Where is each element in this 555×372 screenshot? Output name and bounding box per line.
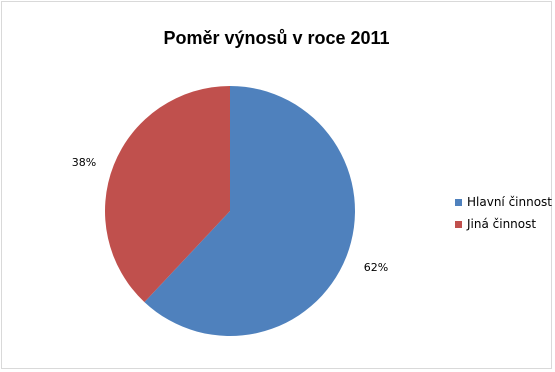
pie-slice-jina: [105, 85, 230, 303]
legend-item-hlavni: Hlavní činnost: [455, 193, 552, 211]
legend-label: Hlavní činnost: [467, 195, 553, 209]
data-label-hlavni: 62%: [364, 261, 388, 274]
legend-label: Jiná činnost: [467, 217, 537, 231]
legend-swatch-blue: [455, 198, 462, 206]
legend: Hlavní činnost Jiná činnost: [455, 193, 552, 237]
data-label-jina: 38%: [72, 156, 96, 169]
legend-swatch-red: [455, 220, 462, 228]
chart-title: Poměr výnosů v roce 2011: [163, 28, 390, 48]
pie-slice-hlavni: [144, 86, 356, 336]
legend-item-jina: Jiná činnost: [455, 215, 552, 233]
